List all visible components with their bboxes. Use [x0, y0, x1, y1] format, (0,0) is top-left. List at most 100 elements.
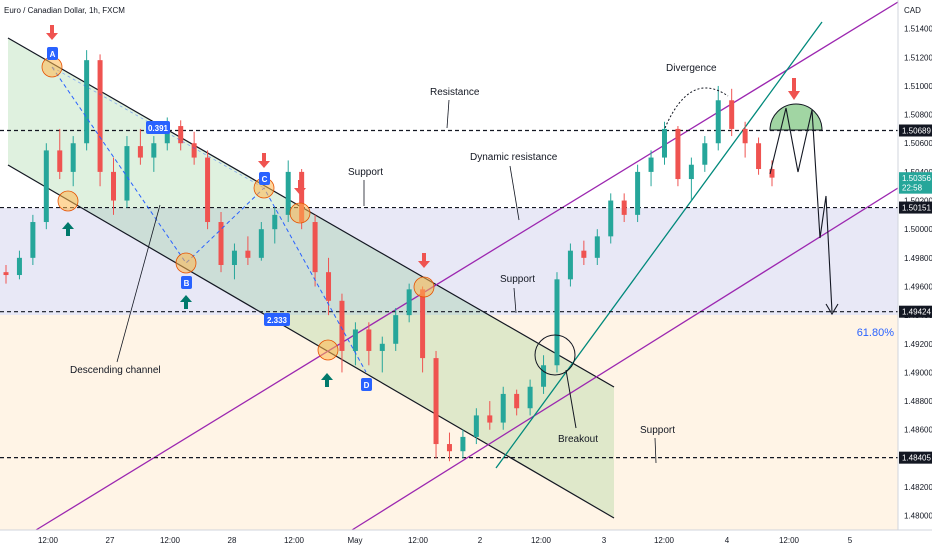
candle	[218, 212, 224, 273]
red-arrow-icon	[788, 78, 800, 100]
touch-circle	[317, 339, 339, 361]
touch-circle	[175, 252, 197, 274]
price-tick: 1.51200	[904, 53, 932, 62]
breakout-pointer	[565, 369, 577, 429]
candle	[16, 250, 22, 280]
time-tick: May	[347, 536, 362, 545]
price-tag: 1.50356	[899, 172, 932, 185]
candle	[473, 408, 479, 445]
candle	[3, 265, 9, 284]
price-tag: 22:58	[899, 181, 932, 194]
time-tick: 12:00	[531, 536, 552, 545]
support-label-mid: Support	[500, 274, 535, 285]
candle	[352, 322, 358, 366]
zone-upper	[0, 0, 898, 130]
price-tag: 1.50151	[899, 201, 932, 214]
time-tick: 12:00	[779, 536, 800, 545]
projection-arrowhead	[825, 303, 839, 316]
svg-text:B: B	[184, 279, 190, 288]
candle	[608, 193, 614, 244]
candle	[379, 336, 385, 373]
touch-circle	[289, 202, 311, 224]
price-scale-bg	[898, 0, 932, 530]
green-trendline	[495, 21, 823, 469]
point-d-tag: D	[361, 378, 372, 391]
price-tick: 1.48800	[904, 397, 932, 406]
candle	[326, 257, 332, 316]
candle	[635, 164, 641, 223]
support-label-upper: Support	[348, 167, 383, 178]
candle	[366, 322, 372, 366]
time-tick: 5	[848, 536, 853, 545]
purple-upper-line	[35, 1, 899, 531]
price-tick: 1.48000	[904, 512, 932, 521]
point-a-tag: A	[47, 47, 58, 60]
pointer-line	[654, 437, 657, 464]
candle	[661, 121, 667, 165]
ratio-tag: 2.333	[264, 313, 290, 326]
candle	[30, 214, 36, 265]
touch-circle	[413, 276, 435, 298]
purple-lower-line	[351, 187, 899, 531]
breakout-label: Breakout	[558, 434, 598, 445]
price-tick: 1.51000	[904, 82, 932, 91]
teal-arrow-icon	[180, 295, 192, 309]
price-tag: 1.50689	[899, 124, 932, 137]
teal-arrow-icon	[62, 222, 74, 236]
svg-text:2.333: 2.333	[267, 316, 288, 325]
candle	[339, 293, 345, 373]
time-tick: 12:00	[160, 536, 181, 545]
currency-label: CAD	[904, 6, 921, 15]
time-tick: 2	[478, 536, 483, 545]
candle	[272, 207, 278, 244]
candle	[406, 283, 412, 323]
candle	[446, 432, 452, 462]
price-tick: 1.50800	[904, 111, 932, 120]
time-tick: 12:00	[654, 536, 675, 545]
candle	[97, 54, 103, 187]
candle	[675, 126, 681, 187]
red-arrow-icon	[258, 153, 270, 168]
zone-support	[0, 208, 898, 315]
zone-lower	[0, 315, 898, 550]
price-tick: 1.49200	[904, 340, 932, 349]
pattern-zigzag	[51, 66, 367, 373]
candle	[621, 193, 627, 223]
candle	[245, 236, 251, 265]
price-tick: 1.50600	[904, 139, 932, 148]
candle	[729, 88, 735, 137]
svg-text:1.48405: 1.48405	[902, 454, 931, 463]
time-tick: 27	[106, 536, 115, 545]
candle	[285, 160, 291, 223]
candle	[84, 50, 90, 151]
time-axis-bg	[0, 530, 932, 550]
candle	[594, 229, 600, 265]
svg-text:1.49424: 1.49424	[902, 308, 931, 317]
svg-text:A: A	[50, 50, 56, 59]
candle	[124, 136, 130, 208]
support-label-lower: Support	[640, 425, 675, 436]
candle	[581, 240, 587, 265]
candle	[231, 243, 237, 280]
red-arrow-icon	[46, 25, 58, 40]
svg-text:0.391: 0.391	[148, 124, 169, 133]
candle	[541, 355, 547, 394]
candle	[393, 307, 399, 351]
price-tick: 1.50000	[904, 225, 932, 234]
svg-text:1.50689: 1.50689	[902, 126, 931, 135]
candle	[420, 286, 426, 373]
descending-channel-fill	[8, 38, 614, 518]
candle	[43, 143, 49, 230]
channel-upper-line	[7, 37, 615, 388]
svg-text:22:58: 22:58	[902, 184, 923, 193]
touch-circle	[57, 190, 79, 212]
candle	[205, 150, 211, 230]
red-arrow-icon	[418, 253, 430, 268]
pointer-line	[509, 165, 520, 221]
time-tick: 28	[228, 536, 237, 545]
candle	[258, 222, 264, 261]
resistance-label: Resistance	[430, 87, 480, 98]
candle	[715, 85, 721, 151]
